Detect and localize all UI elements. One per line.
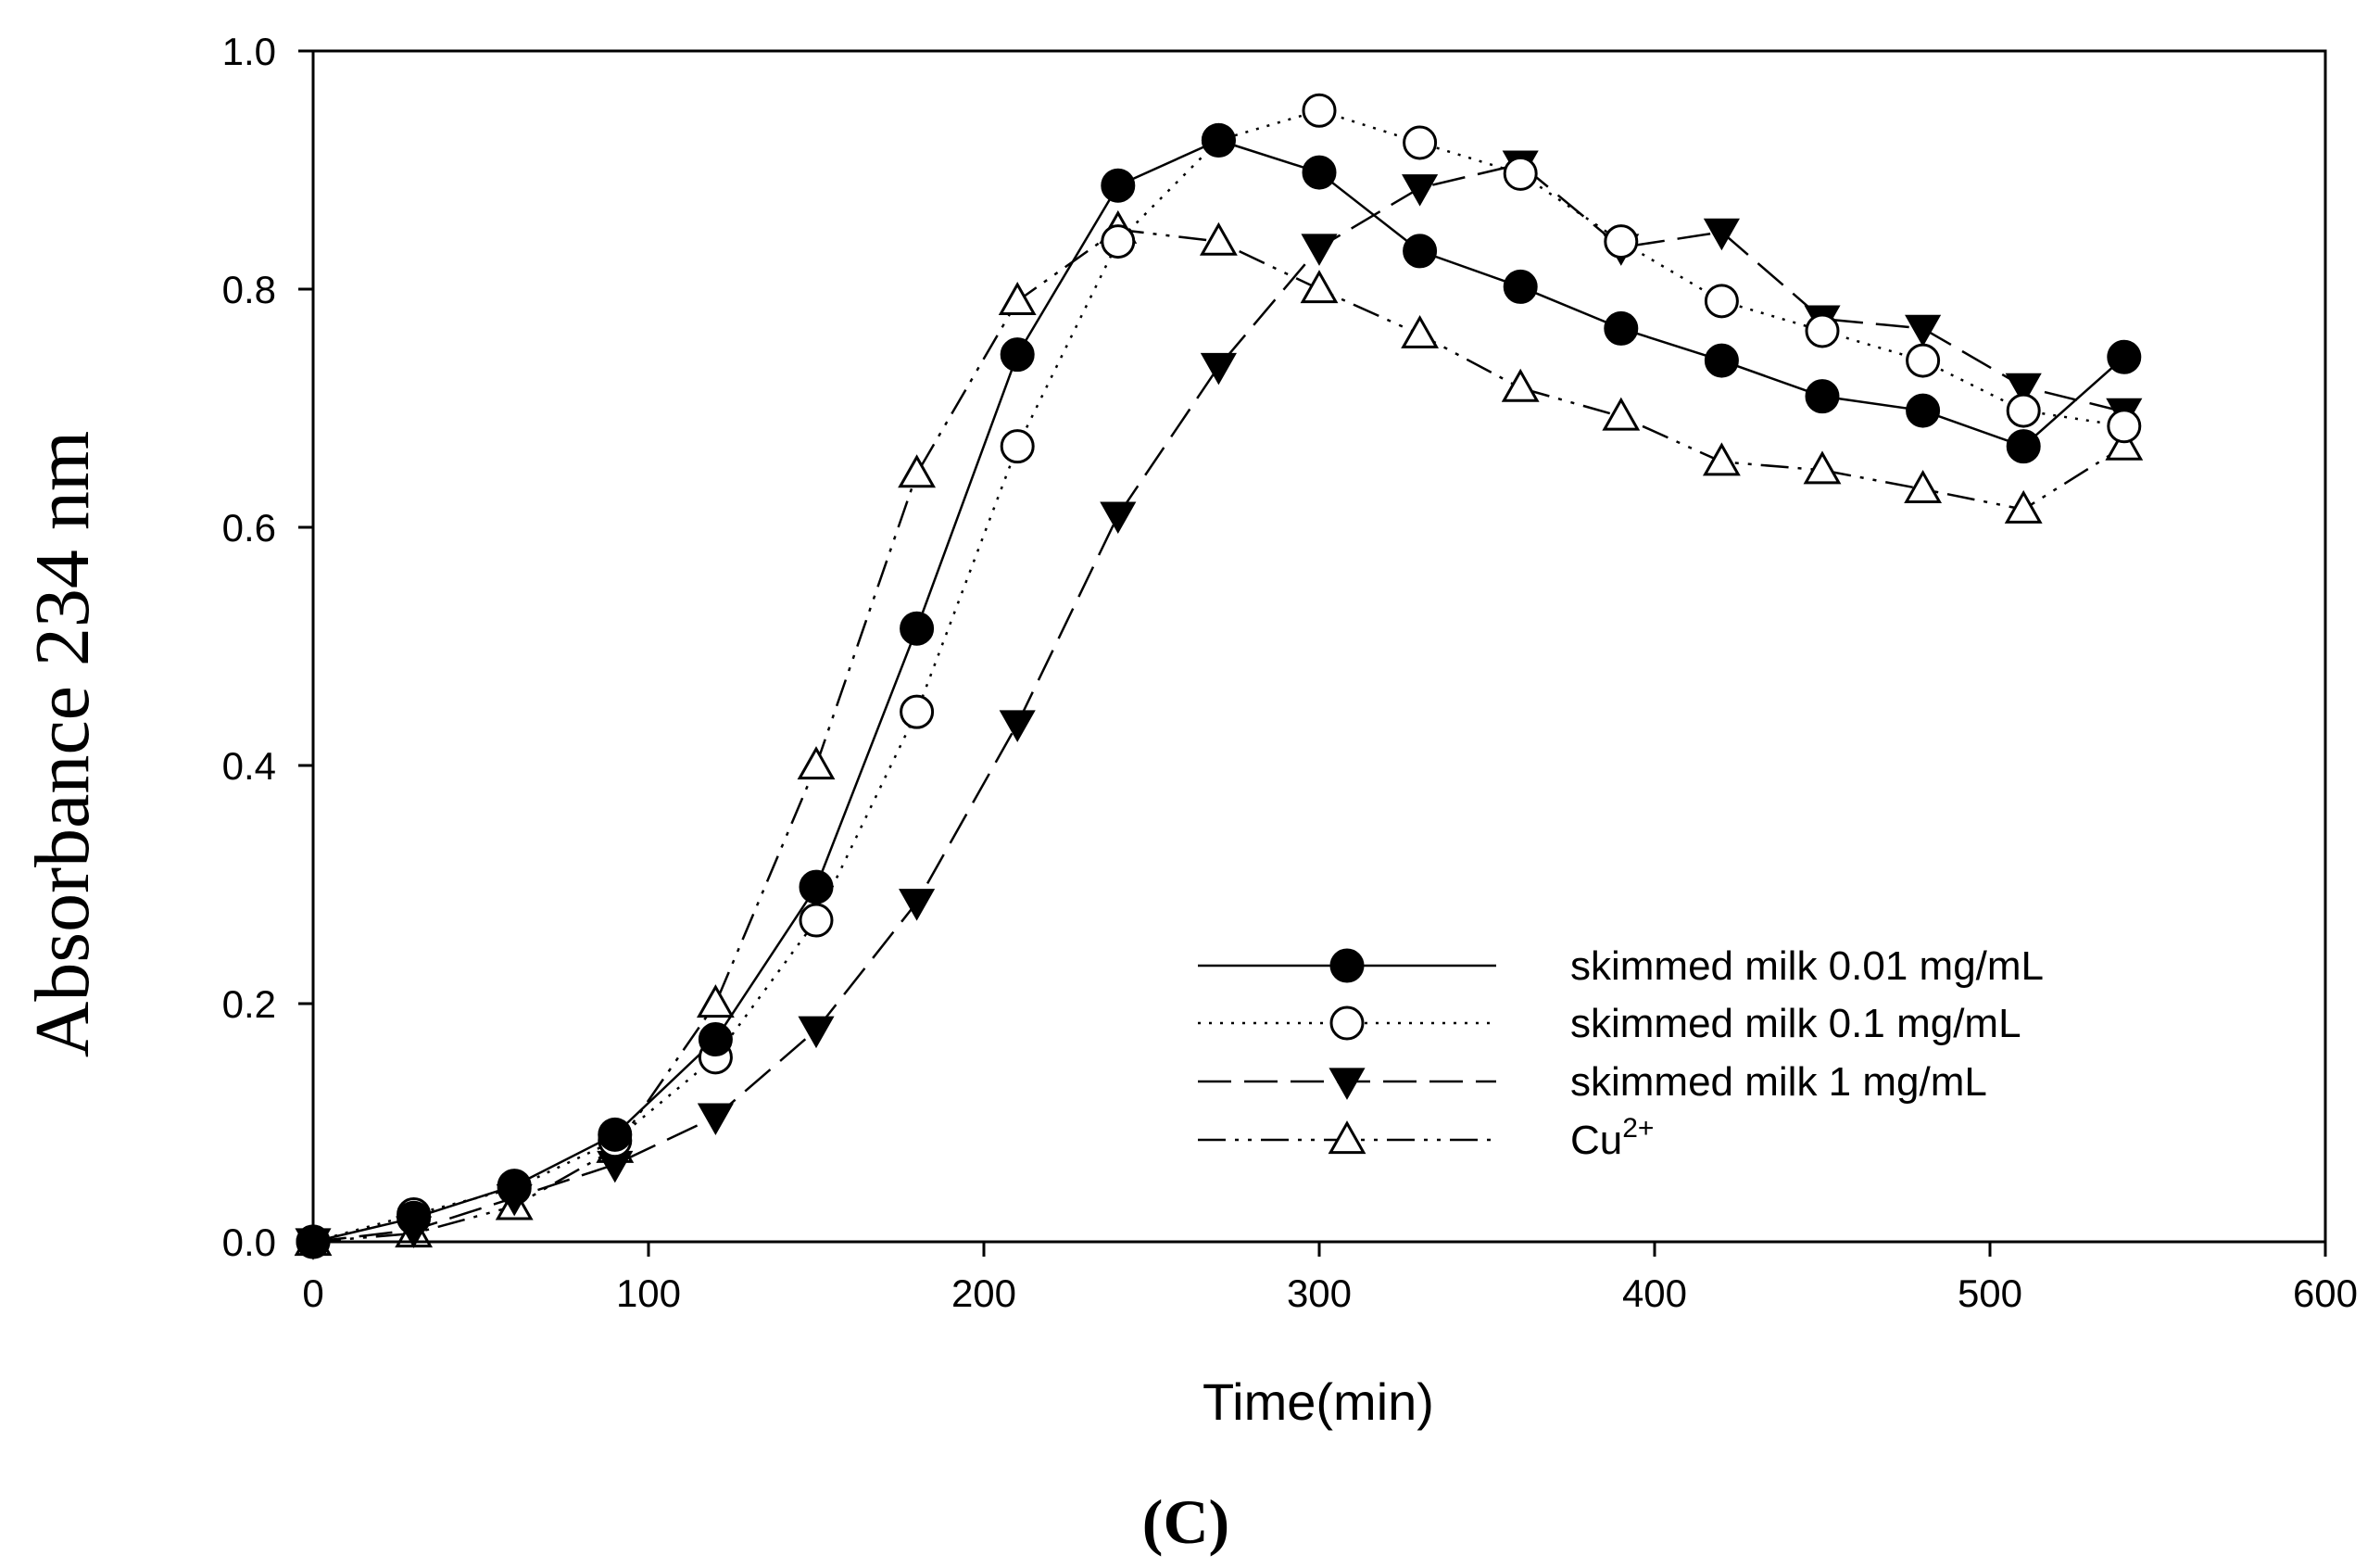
data-point-series-4: [1904, 469, 1943, 503]
data-point-series-3: [1200, 352, 1237, 386]
data-point-series-2: [799, 903, 834, 938]
data-point-series-2: [1604, 224, 1639, 259]
data-point-series-2: [1101, 224, 1136, 259]
data-point-series-1: [598, 1117, 633, 1152]
data-point-series-4: [696, 984, 735, 1018]
data-point-series-2: [1805, 313, 1840, 348]
y-axis-title: Absorbance 234 nm: [19, 431, 106, 1058]
data-point-series-3: [1100, 501, 1137, 535]
y-tick-label: 0.8: [222, 268, 276, 311]
data-point-series-3: [2005, 373, 2042, 406]
x-tick-label: 600: [2293, 1271, 2358, 1315]
data-point-series-1: [1403, 234, 1438, 269]
data-point-series-4: [797, 746, 836, 780]
data-point-series-4: [1803, 450, 1842, 485]
data-point-series-4: [898, 454, 937, 488]
x-tick-label: 0: [302, 1271, 323, 1315]
y-tick-label: 0.4: [222, 744, 276, 788]
y-tick-label: 1.0: [222, 30, 276, 73]
x-tick-label: 300: [1287, 1271, 1352, 1315]
data-point-series-4: [1702, 442, 1741, 476]
x-tick-label: 100: [616, 1271, 681, 1315]
data-point-series-2: [2006, 393, 2041, 428]
legend-marker-3: [1329, 1068, 1366, 1100]
data-point-series-1: [1906, 393, 1941, 428]
axes: 0 100 200 300 400 500 600 0.0 0.2 0.4 0.6 0.8 1.0: [222, 30, 2358, 1315]
data-point-series-1: [497, 1169, 532, 1204]
data-point-series-1: [1302, 155, 1337, 190]
data-point-series-2: [1302, 93, 1337, 128]
data-point-series-4: [1401, 314, 1440, 348]
data-point-series-4: [1300, 270, 1339, 304]
data-point-series-1: [1201, 122, 1236, 158]
legend-marker-1: [1329, 948, 1365, 983]
data-point-series-1: [900, 611, 935, 646]
data-point-series-3: [1301, 234, 1338, 266]
legend-label-3: skimmed milk 1 mg/mL: [1570, 1059, 1987, 1105]
panel-label: (C): [1142, 1486, 1229, 1557]
data-point-series-1: [1604, 310, 1639, 346]
data-point-series-3: [1905, 314, 1942, 348]
data-point-series-1: [1805, 379, 1840, 414]
data-point-series-1: [1000, 337, 1035, 373]
data-point-series-4: [998, 281, 1037, 315]
data-point-series-4: [1501, 368, 1540, 402]
x-axis-title: Time(min): [1203, 1372, 1434, 1431]
data-point-series-2: [2107, 409, 2142, 444]
data-point-series-1: [698, 1022, 733, 1057]
data-point-series-2: [1503, 156, 1538, 191]
data-point-series-1: [1101, 168, 1136, 203]
y-tick-label: 0.0: [222, 1220, 276, 1264]
data-point-series-3: [999, 710, 1036, 742]
data-point-series-1: [397, 1200, 432, 1235]
legend-label-text: skimmed milk 1 mg/mL: [1570, 1059, 1987, 1105]
legend-label-text: skimmed milk 0.01 mg/mL: [1570, 943, 2044, 989]
legend-label-1: skimmed milk 0.01 mg/mL: [1570, 943, 2044, 989]
legend-label-4: Cu2+: [1570, 1113, 1654, 1163]
y-tick-label: 0.6: [222, 506, 276, 550]
data-point-series-4: [1199, 221, 1238, 256]
data-point-series-1: [1704, 343, 1739, 378]
data-point-series-2: [900, 694, 935, 729]
legend-marker-4: [1328, 1120, 1366, 1155]
data-point-series-2: [1403, 125, 1438, 160]
data-point-series-2: [1704, 284, 1739, 319]
data-point-series-2: [1906, 343, 1941, 378]
data-point-series-3: [697, 1103, 734, 1135]
legend-label-2: skimmed milk 0.1 mg/mL: [1570, 1001, 2021, 1046]
data-point-series-1: [1503, 269, 1538, 304]
legend-label-text: skimmed milk 0.1 mg/mL: [1570, 1001, 2021, 1046]
plot-area: [294, 93, 2144, 1260]
data-point-series-1: [2006, 429, 2041, 464]
legend-label-text: Cu: [1570, 1118, 1622, 1163]
data-point-series-4: [1602, 397, 1641, 431]
data-point-series-4: [2004, 489, 2043, 524]
data-point-series-3: [1703, 218, 1740, 251]
data-point-series-1: [799, 869, 834, 904]
data-point-series-1: [2107, 339, 2142, 374]
data-point-series-4: [2105, 426, 2144, 461]
plot-frame: [311, 49, 2327, 1244]
y-tick-label: 0.2: [222, 982, 276, 1026]
data-point-series-3: [1402, 174, 1439, 207]
x-tick-label: 200: [951, 1271, 1016, 1315]
x-tick-label: 400: [1622, 1271, 1687, 1315]
data-point-series-3: [899, 889, 936, 921]
x-tick-label: 500: [1958, 1271, 2022, 1315]
legend-label-superscript: 2+: [1622, 1113, 1654, 1144]
data-point-series-2: [1000, 429, 1035, 464]
data-point-series-3: [798, 1016, 835, 1049]
legend: skimmed milk 0.01 mg/mL skimmed milk 0.1 …: [1198, 943, 2044, 1163]
legend-marker-2: [1329, 1005, 1365, 1041]
